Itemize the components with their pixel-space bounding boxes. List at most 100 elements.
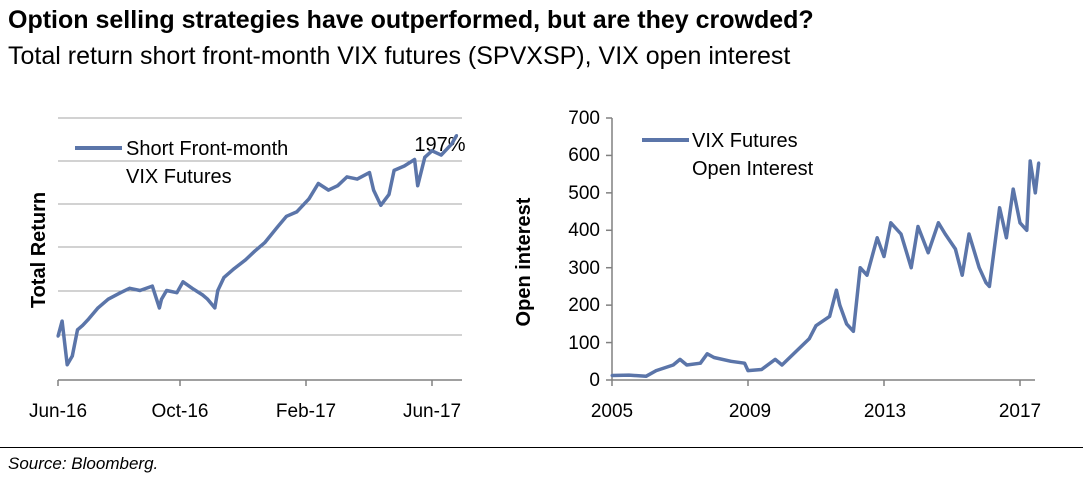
left-data-point (430, 149, 434, 153)
left-legend-line2: VIX Futures (126, 166, 232, 188)
right-data-point (746, 369, 750, 373)
right-data-point (960, 273, 964, 277)
right-legend-label: VIX Futures Open Interest (692, 130, 814, 180)
left-data-point (253, 249, 257, 253)
right-xtick-label: 2009 (729, 401, 771, 422)
right-ytick-label: 300 (568, 258, 600, 279)
right-ytick-label: 100 (568, 333, 600, 354)
left-data-point (263, 240, 267, 244)
right-data-point (760, 368, 764, 371)
right-data-point (1037, 161, 1041, 165)
left-data-point (355, 177, 359, 181)
right-data-point (943, 232, 947, 236)
right-data-point (936, 221, 940, 225)
right-data-point (875, 236, 879, 240)
left-data-point (423, 155, 427, 159)
left-data-point (190, 286, 194, 290)
right-y-ticks (606, 117, 612, 381)
right-data-point (794, 350, 798, 354)
right-data-point (865, 273, 869, 277)
right-ytick-label: 600 (568, 145, 600, 166)
left-data-point (295, 210, 299, 214)
right-data-point (1018, 221, 1022, 225)
right-data-point (882, 255, 886, 258)
right-ytick-label: 500 (568, 183, 600, 204)
right-data-point (998, 206, 1002, 210)
right-legend-line2: Open Interest (692, 158, 814, 180)
left-data-point (387, 192, 391, 196)
left-data-point (56, 334, 60, 338)
right-data-point (729, 359, 733, 363)
right-data-point (899, 232, 903, 236)
chart-open-interest: 0 100 200 300 400 500 600 700 2005 2009 … (513, 108, 1041, 422)
right-data-point (1025, 228, 1029, 232)
right-data-point (807, 337, 811, 341)
left-data-point (213, 306, 217, 310)
left-data-point (368, 171, 371, 175)
left-data-point (372, 188, 376, 192)
left-data-point (160, 297, 163, 301)
right-data-point (845, 322, 849, 326)
left-data-point (439, 153, 443, 157)
left-data-point (327, 188, 330, 192)
right-data-point (814, 324, 818, 328)
source-note: Source: Bloomberg. (8, 454, 159, 473)
chart-total-return: Jun-16 Oct-16 Feb-17 Jun-17 Total Return… (28, 117, 466, 422)
left-data-point (60, 319, 64, 323)
right-data-point (967, 232, 971, 236)
right-data-point (916, 225, 920, 228)
right-data-point (654, 369, 658, 373)
left-data-point (119, 291, 122, 295)
left-data-point (336, 184, 340, 188)
left-data-point (157, 306, 161, 310)
left-data-point (175, 291, 179, 295)
right-ytick-label: 400 (568, 220, 600, 241)
right-data-point (678, 357, 682, 361)
left-data-point (216, 289, 220, 292)
left-data-point (392, 168, 396, 172)
right-data-point (773, 357, 777, 361)
right-data-point (780, 363, 784, 367)
left-data-point (65, 363, 69, 367)
page-subtitle: Total return short front-month VIX futur… (8, 42, 791, 70)
right-series-line (611, 159, 1041, 379)
left-data-point (70, 354, 74, 358)
right-ytick-label: 700 (568, 108, 600, 129)
right-data-point (987, 284, 991, 288)
right-legend-line1: VIX Futures (692, 130, 798, 152)
left-data-point (455, 134, 459, 137)
left-xtick-label: Jun-16 (29, 401, 87, 422)
left-data-point (345, 175, 349, 179)
left-data-point (87, 317, 91, 321)
left-x-ticks (57, 380, 433, 386)
right-data-point (1033, 191, 1037, 195)
right-xtick-label: 2013 (864, 401, 906, 422)
left-data-point (222, 275, 226, 279)
left-legend-line1: Short Front-month (126, 138, 288, 160)
charts-canvas: Jun-16 Oct-16 Feb-17 Jun-17 Total Return… (28, 108, 1041, 422)
left-data-point (285, 214, 288, 218)
left-data-point (275, 225, 279, 229)
left-data-point (379, 203, 383, 207)
right-x-ticks (611, 380, 1021, 386)
right-data-point (851, 329, 855, 333)
left-data-point (76, 328, 79, 332)
left-data-point (138, 289, 142, 292)
right-xtick-label: 2005 (591, 401, 633, 422)
left-series-line (56, 134, 459, 367)
right-data-point (685, 363, 689, 367)
left-data-point (402, 164, 406, 168)
right-data-point (1028, 159, 1032, 163)
footer-rule (0, 447, 1083, 448)
left-data-point (307, 197, 311, 201)
right-data-point (889, 221, 893, 225)
right-ytick-label: 200 (568, 295, 600, 316)
right-data-point (1004, 236, 1008, 240)
left-data-point (232, 267, 236, 271)
left-xtick-label: Oct-16 (151, 401, 208, 422)
left-data-point (181, 280, 185, 284)
right-data-point (627, 373, 631, 377)
right-data-point (828, 314, 832, 318)
left-xtick-label: Jun-17 (403, 401, 461, 422)
left-data-point (244, 258, 247, 262)
